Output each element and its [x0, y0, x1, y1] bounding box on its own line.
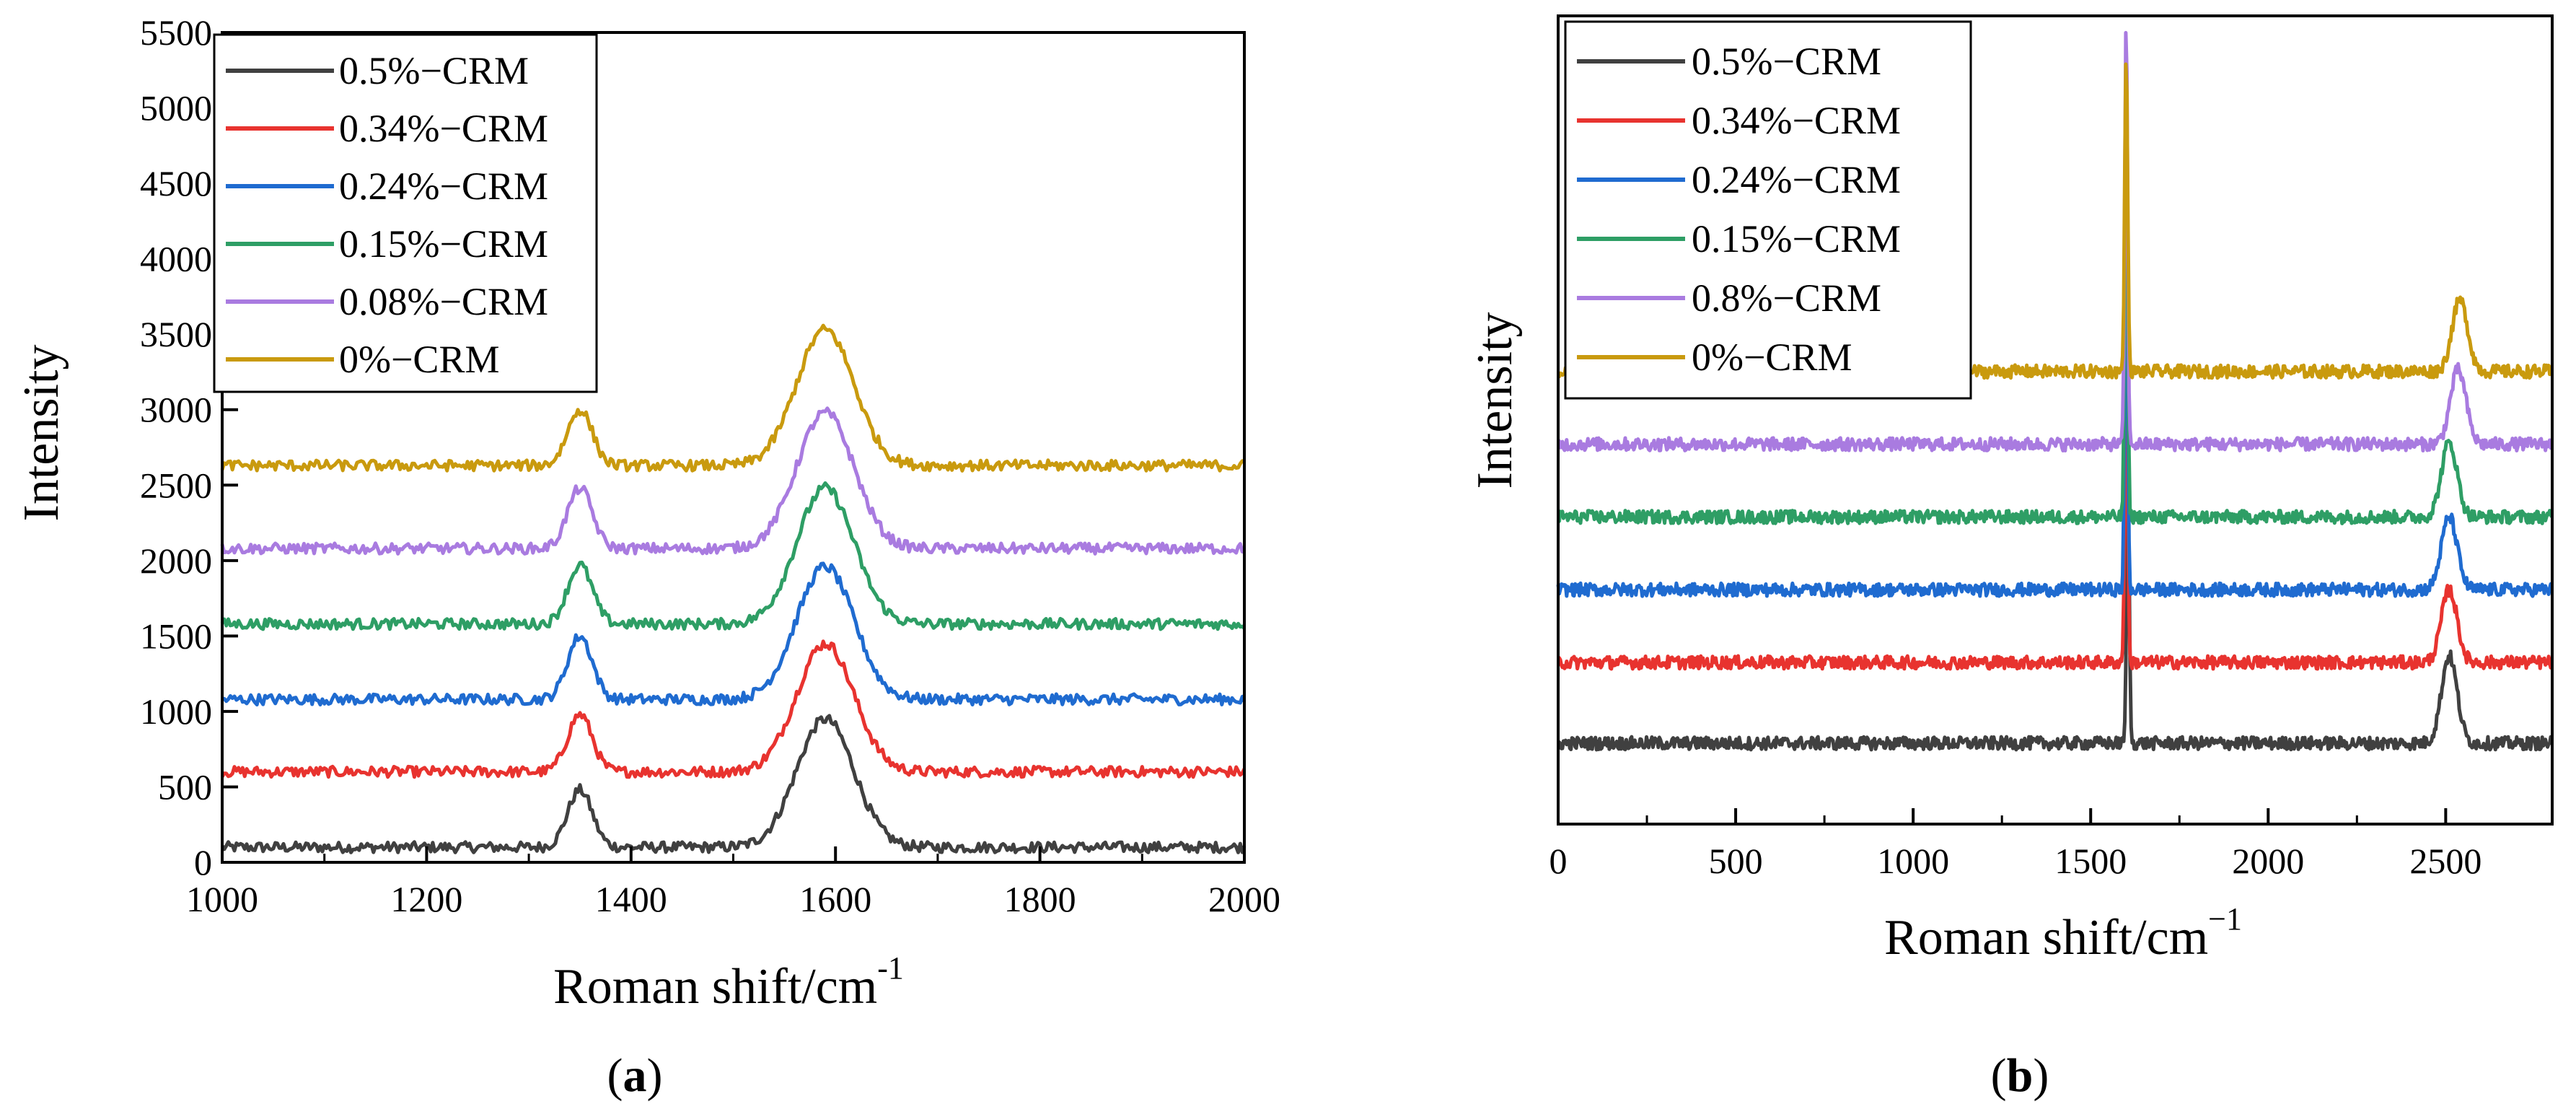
- legend-label-a-3: 0.15%−CRM: [339, 222, 548, 266]
- y-axis-title-a: Intensity: [14, 345, 69, 522]
- x-tick-label-b-0: 0: [1549, 841, 1568, 881]
- x-tick-label-b-3: 1500: [2054, 841, 2127, 881]
- y-tick-label-a-0: 0: [194, 842, 212, 883]
- plot-frame-b: [1557, 14, 2554, 826]
- series-line-b-3: [1556, 104, 2554, 525]
- y-tick-label-a-2: 1000: [140, 691, 212, 732]
- panel-label-b-open: (: [1991, 1049, 2007, 1102]
- legend-label-a-4: 0.08%−CRM: [339, 280, 548, 323]
- legend-label-b-3: 0.15%−CRM: [1692, 217, 1901, 261]
- y-tick-label-a-3: 1500: [140, 616, 212, 656]
- x-axis-title-a: Roman shift/cm-1: [553, 950, 904, 1015]
- x-tick-label-b-2: 1000: [1877, 841, 1949, 881]
- legend-label-b-0: 0.5%−CRM: [1692, 40, 1881, 83]
- legend-label-b-5: 0%−CRM: [1692, 336, 1852, 379]
- y-tick-label-a-8: 4000: [140, 239, 212, 279]
- ticks-a: 1000 1200 1400 1600 1800 2000 0 500 1000 1500 2000…: [140, 12, 1280, 919]
- ticks-b: 0 500 1000 1500 2000 2500: [1549, 808, 2482, 881]
- x-tick-label-a-4: 1800: [1004, 879, 1076, 919]
- panel-label-a-close: ): [647, 1049, 663, 1102]
- legend-label-b-1: 0.34%−CRM: [1692, 99, 1901, 142]
- legend-label-b-4: 0.8%−CRM: [1692, 276, 1881, 320]
- y-tick-label-a-9: 4500: [140, 163, 212, 203]
- series-group-a: [220, 323, 1247, 854]
- series-line-b-1: [1557, 343, 2554, 671]
- panel-label-a: (a): [607, 1049, 663, 1102]
- series-line-a-2: [221, 561, 1247, 706]
- panel-label-a-letter: a: [623, 1049, 647, 1102]
- series-line-a-0: [220, 714, 1247, 854]
- y-tick-label-a-7: 3500: [140, 314, 212, 354]
- legend-label-a-0: 0.5%−CRM: [339, 49, 529, 92]
- y-tick-label-a-10: 5000: [140, 88, 212, 128]
- legend-box-b: [1564, 20, 1972, 400]
- x-tick-label-a-0: 1000: [186, 879, 258, 919]
- legend-label-b-2: 0.24%−CRM: [1692, 158, 1901, 201]
- y-tick-label-a-6: 3000: [140, 390, 212, 430]
- x-tick-label-a-1: 1200: [390, 879, 462, 919]
- legend-label-a-5: 0%−CRM: [339, 338, 500, 381]
- x-tick-label-b-1: 500: [1709, 841, 1763, 881]
- panel-label-b-close: ): [2033, 1049, 2049, 1102]
- x-tick-label-b-5: 2500: [2409, 841, 2482, 881]
- x-axis-title-a-superscript: -1: [877, 950, 904, 986]
- y-tick-label-a-4: 2000: [140, 540, 212, 581]
- panel-label-b: (b): [1991, 1049, 2049, 1102]
- series-line-b-0: [1557, 504, 2554, 752]
- legend-b: 0.5%−CRM 0.34%−CRM 0.24%−CRM 0.15%−CRM 0.8%−…: [1564, 20, 1972, 400]
- legend-label-a-2: 0.24%−CRM: [339, 165, 548, 208]
- y-tick-label-a-1: 500: [158, 766, 212, 807]
- series-line-a-4: [220, 406, 1247, 556]
- series-line-a-3: [220, 481, 1246, 631]
- x-axis-title-b-superscript: −1: [2208, 901, 2242, 937]
- series-line-b-4: [1557, 30, 2554, 452]
- x-axis-title-b-text: Roman shift/cm: [1884, 910, 2208, 966]
- y-tick-label-a-11: 5500: [140, 12, 212, 53]
- chart-panel-a: 1000 1200 1400 1600 1800 2000 0 500 1000 1500 2000…: [14, 12, 1280, 1102]
- x-tick-label-a-2: 1400: [595, 879, 667, 919]
- legend-box-a: [213, 33, 598, 393]
- series-line-a-5: [220, 323, 1245, 473]
- chart-panel-b: 0 500 1000 1500 2000 2500 0.5%−CRM0.34%−CRM0.…: [1467, 14, 2554, 1102]
- y-axis-title-b: Intensity: [1467, 312, 1523, 489]
- y-tick-label-a-5: 2500: [140, 465, 212, 505]
- x-tick-label-b-4: 2000: [2232, 841, 2304, 881]
- legend-a: 0.5%−CRM 0.34%−CRM 0.24%−CRM 0.15%−CRM 0.08%…: [213, 33, 598, 393]
- x-axis-title-a-text: Roman shift/cm: [553, 959, 877, 1015]
- panel-label-b-letter: b: [2007, 1049, 2034, 1102]
- x-tick-label-a-5: 2000: [1208, 879, 1280, 919]
- x-tick-label-a-3: 1600: [799, 879, 871, 919]
- legend-label-a-1: 0.34%−CRM: [339, 107, 548, 150]
- series-line-a-1: [220, 639, 1247, 779]
- panel-label-a-open: (: [607, 1049, 623, 1102]
- x-axis-title-b: Roman shift/cm−1: [1884, 901, 2242, 966]
- series-line-b-2: [1556, 229, 2554, 598]
